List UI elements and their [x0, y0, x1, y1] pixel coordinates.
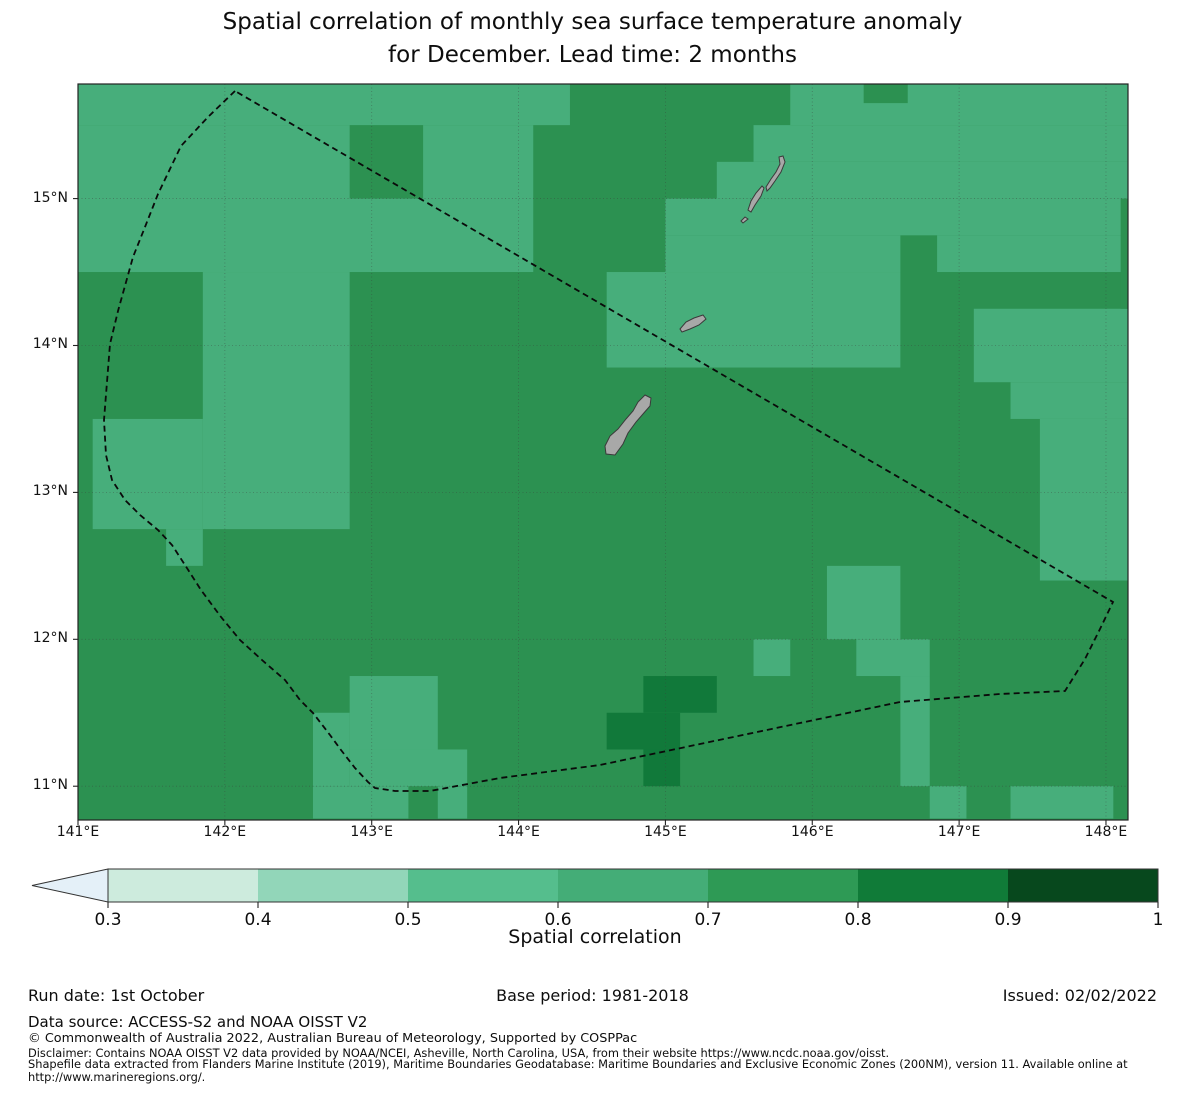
colorbar-segment: [558, 869, 708, 902]
colorbar-tick-label: 0.4: [244, 910, 271, 930]
map-cell-region: [643, 749, 681, 787]
colorbar-tick-label: 0.3: [94, 910, 121, 930]
map-border: [77, 83, 1129, 821]
map-cell-region: [166, 529, 203, 566]
x-axis-tick-label: 144°E: [497, 824, 540, 840]
y-axis-tick-label: 11°N: [32, 777, 68, 794]
run-date-text: Run date: 1st October: [28, 986, 205, 1005]
colorbar-tick-label: 0.8: [844, 910, 871, 930]
map-cell-region: [790, 84, 1128, 126]
map-cell-region: [606, 272, 901, 368]
map-cell-region: [753, 125, 1128, 162]
map-cell-region: [1039, 418, 1128, 581]
island-tinian: [747, 185, 765, 213]
y-axis-tick-label: 14°N: [32, 336, 68, 353]
colorbar-tick-label: 0.9: [994, 910, 1021, 930]
map-cell-region: [753, 639, 791, 677]
map-cell-region: [856, 639, 930, 677]
y-axis-tick-label: 13°N: [32, 483, 68, 500]
x-axis-tick-label: 148°E: [1084, 824, 1128, 840]
chart-title-line2: for December. Lead time: 2 months: [388, 42, 797, 68]
map-cell-region: [716, 161, 1128, 199]
disclaimer-text: Disclaimer: Contains NOAA OISST V2 data …: [28, 1046, 890, 1060]
map-cell-region: [92, 418, 203, 530]
map-cell-region: [665, 235, 901, 273]
map-cell-region: [929, 786, 967, 819]
chart-title: Spatial correlation of monthly sea surfa…: [0, 6, 1185, 72]
y-axis-tick-label: 12°N: [32, 630, 68, 647]
x-axis-tick-label: 146°E: [790, 824, 834, 840]
map-cell-region: [349, 676, 438, 750]
map-cell-region: [826, 565, 901, 640]
x-axis-tick-label: 141°E: [56, 824, 100, 840]
colorbar-segment: [108, 869, 258, 902]
map-cell-region: [349, 749, 468, 787]
colorbar: 0.3 0.4 0.5 0.6 0.7 0.8 0.9 1: [31, 868, 1164, 930]
map-cell-region: [606, 712, 681, 750]
map-cell-region: [349, 125, 424, 199]
shapefile-attribution-text: Shapefile data extracted from Flanders M…: [28, 1057, 1128, 1085]
colorbar-segment: [858, 869, 1008, 902]
colorbar-tick-label: 0.5: [394, 910, 421, 930]
map-cell-region: [1120, 198, 1128, 309]
chart-title-line1: Spatial correlation of monthly sea surfa…: [222, 9, 963, 35]
map-cell-region: [900, 676, 930, 787]
x-axis-tick-label: 143°E: [350, 824, 393, 840]
colorbar-underflow-arrow: [31, 868, 109, 903]
colorbar-tick-label: 0.7: [694, 910, 721, 930]
data-source-text: Data source: ACCESS-S2 and NOAA OISST V2: [28, 1013, 368, 1031]
map-cell-region: [973, 308, 1128, 383]
issued-text: Issued: 02/02/2022: [1002, 986, 1157, 1005]
x-axis-tick-label: 145°E: [644, 824, 687, 840]
x-axis-tick-label: 142°E: [203, 824, 247, 840]
colorbar-segment: [408, 869, 558, 902]
map-cell-region: [312, 712, 350, 787]
map-cell-region: [202, 272, 350, 530]
colorbar-label: Spatial correlation: [508, 926, 682, 948]
colorbar-segment: [708, 869, 858, 902]
map-cell-region: [78, 125, 534, 273]
map-cell-region: [643, 676, 717, 713]
map-cell-region: [937, 235, 1128, 273]
colorbar-outline: [107, 868, 1159, 903]
colorbar-segment: [1008, 869, 1158, 902]
copyright-text: © Commonwealth of Australia 2022, Austra…: [28, 1031, 638, 1046]
map-cell-region: [665, 198, 1128, 236]
map-cell-region: [437, 786, 468, 819]
eez-boundary-dashed: [103, 89, 1115, 792]
island-aguijan: [740, 216, 749, 224]
island-saipan: [765, 155, 786, 192]
island-rota: [679, 314, 707, 333]
map-cell-region: [1010, 382, 1128, 419]
y-axis-tick-label: 15°N: [32, 189, 68, 206]
colorbar-segment: [258, 869, 408, 902]
map-cell-region: [78, 84, 570, 126]
x-axis-tick-label: 147°E: [937, 824, 981, 840]
base-period-text: Base period: 1981-2018: [496, 986, 689, 1005]
island-guam: [604, 394, 652, 456]
map-cell-region: [1010, 786, 1114, 819]
correlation-map: [73, 83, 1129, 825]
map-cell-region: [863, 84, 908, 104]
colorbar-tick-label: 1: [1153, 910, 1164, 930]
map-cell-region: [312, 786, 409, 819]
colorbar-tick-label: 0.6: [544, 910, 571, 930]
